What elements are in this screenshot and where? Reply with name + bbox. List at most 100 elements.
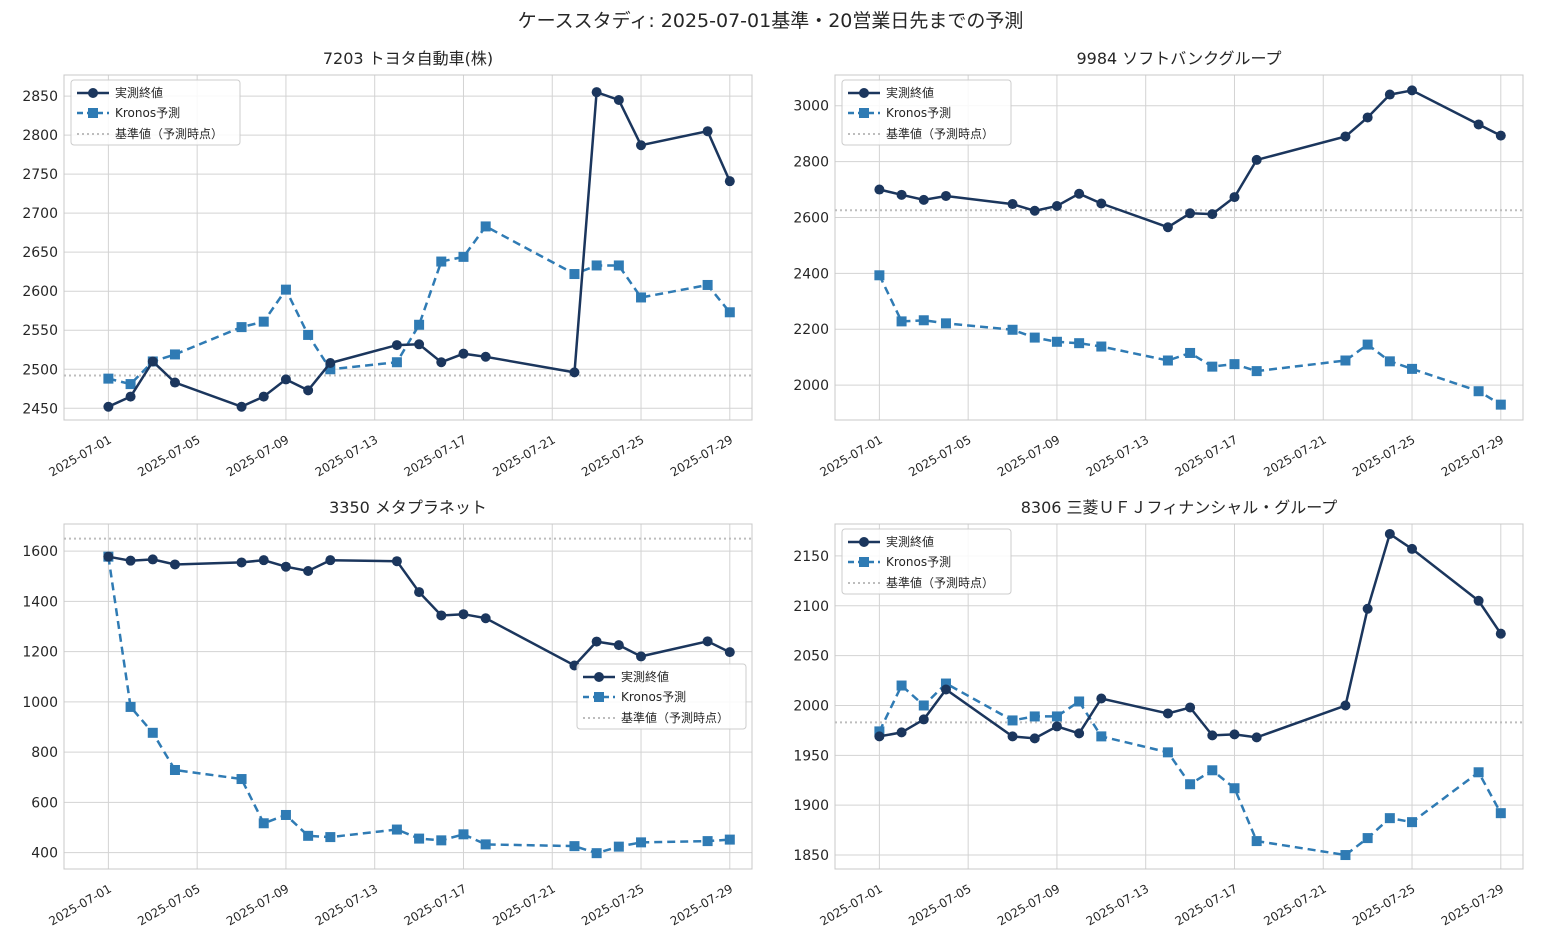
forecast-line xyxy=(108,224,731,386)
actual-point xyxy=(724,176,735,187)
forecast-point xyxy=(1207,765,1218,776)
forecast-point xyxy=(1407,363,1418,374)
legend-label: Kronos予測 xyxy=(621,690,686,704)
actual-point xyxy=(940,190,951,201)
x-tick-label: 2025-07-21 xyxy=(1261,881,1328,928)
forecast-point xyxy=(1473,386,1484,397)
actual-point xyxy=(391,556,402,567)
actual-line xyxy=(879,89,1502,229)
legend-actual-marker xyxy=(594,672,604,682)
x-tick-label: 2025-07-01 xyxy=(817,432,884,479)
y-tick-label: 1400 xyxy=(22,594,58,610)
forecast-point xyxy=(414,833,425,844)
actual-point xyxy=(436,610,447,621)
x-tick-label: 2025-07-29 xyxy=(1439,881,1506,928)
actual-point xyxy=(1007,199,1018,210)
actual-point xyxy=(1185,208,1196,219)
plot-frame xyxy=(834,74,1524,421)
actual-point xyxy=(325,358,336,369)
legend-label: 実測終値 xyxy=(115,85,163,100)
legend-actual-marker xyxy=(859,88,869,98)
forecast-point xyxy=(1362,339,1373,350)
forecast-point xyxy=(414,319,425,330)
forecast-point xyxy=(591,260,602,271)
forecast-point xyxy=(1495,808,1506,819)
actual-point xyxy=(303,565,314,576)
actual-point xyxy=(1051,721,1062,732)
legend-label: 実測終値 xyxy=(621,669,669,684)
actual-point xyxy=(1229,729,1240,740)
forecast-point xyxy=(613,260,624,271)
forecast-point xyxy=(303,830,314,841)
x-tick-label: 2025-07-25 xyxy=(1350,432,1417,479)
x-tick-label: 2025-07-25 xyxy=(579,432,646,479)
forecast-point xyxy=(1029,332,1040,343)
forecast-point xyxy=(918,315,929,326)
plot-frame xyxy=(63,523,753,870)
actual-point xyxy=(1029,733,1040,744)
actual-point xyxy=(1384,89,1395,100)
actual-point xyxy=(303,385,314,396)
x-tick-label: 2025-07-21 xyxy=(490,881,557,928)
actual-point xyxy=(103,401,114,412)
actual-line xyxy=(879,532,1502,740)
forecast-point xyxy=(325,364,336,375)
x-tick-label: 2025-07-13 xyxy=(313,432,380,479)
forecast-point xyxy=(918,700,929,711)
legend-label: Kronos予測 xyxy=(886,555,951,569)
x-tick-label: 2025-07-05 xyxy=(906,881,973,928)
x-tick-label: 2025-07-05 xyxy=(906,432,973,479)
forecast-point xyxy=(1096,731,1107,742)
actual-point xyxy=(591,87,602,98)
y-tick-label: 2650 xyxy=(22,245,58,261)
x-tick-label: 2025-07-09 xyxy=(224,881,291,928)
forecast-point xyxy=(436,835,447,846)
legend-actual-marker xyxy=(88,88,98,98)
y-tick-label: 1950 xyxy=(793,748,829,764)
y-tick-label: 2000 xyxy=(793,698,829,714)
x-tick-label: 2025-07-29 xyxy=(668,881,735,928)
forecast-point xyxy=(940,318,951,329)
y-tick-label: 800 xyxy=(31,745,58,761)
y-tick-label: 2800 xyxy=(793,155,829,171)
y-tick-label: 2150 xyxy=(793,549,829,565)
actual-point xyxy=(613,94,624,105)
actual-point xyxy=(896,189,907,200)
actual-point xyxy=(613,640,624,651)
actual-point xyxy=(918,714,929,725)
forecast-point xyxy=(436,256,447,267)
actual-point xyxy=(1473,595,1484,606)
actual-point xyxy=(1495,628,1506,639)
forecast-point xyxy=(702,836,713,847)
actual-point xyxy=(1473,119,1484,130)
actual-point xyxy=(125,391,136,402)
legend-forecast-marker xyxy=(594,692,604,702)
forecast-point xyxy=(1384,356,1395,367)
y-tick-label: 2500 xyxy=(22,362,58,378)
y-tick-label: 1000 xyxy=(22,695,58,711)
forecast-point xyxy=(569,269,580,280)
legend-label: 基準値（予測時点） xyxy=(886,575,994,590)
chart-panel-2: 2000 2200 2400 2600 2800 3000 2025-07-01 2025-0… xyxy=(793,49,1524,479)
forecast-point xyxy=(1051,711,1062,722)
forecast-point xyxy=(896,316,907,327)
forecast-point xyxy=(1074,338,1085,349)
plot-frame xyxy=(834,523,1524,870)
legend-label: Kronos予測 xyxy=(115,106,180,120)
actual-point xyxy=(458,348,469,359)
actual-point xyxy=(1207,209,1218,220)
x-tick-label: 2025-07-13 xyxy=(1084,881,1151,928)
actual-point xyxy=(1362,603,1373,614)
actual-point xyxy=(1340,131,1351,142)
actual-point xyxy=(236,557,247,568)
y-tick-label: 2600 xyxy=(793,210,829,226)
x-tick-label: 2025-07-13 xyxy=(313,881,380,928)
actual-point xyxy=(1185,702,1196,713)
x-tick-label: 2025-07-01 xyxy=(46,881,113,928)
y-tick-label: 1850 xyxy=(793,848,829,864)
actual-point xyxy=(480,613,491,624)
actual-point xyxy=(636,651,647,662)
actual-point xyxy=(874,731,885,742)
legend-label: 実測終値 xyxy=(886,85,934,100)
